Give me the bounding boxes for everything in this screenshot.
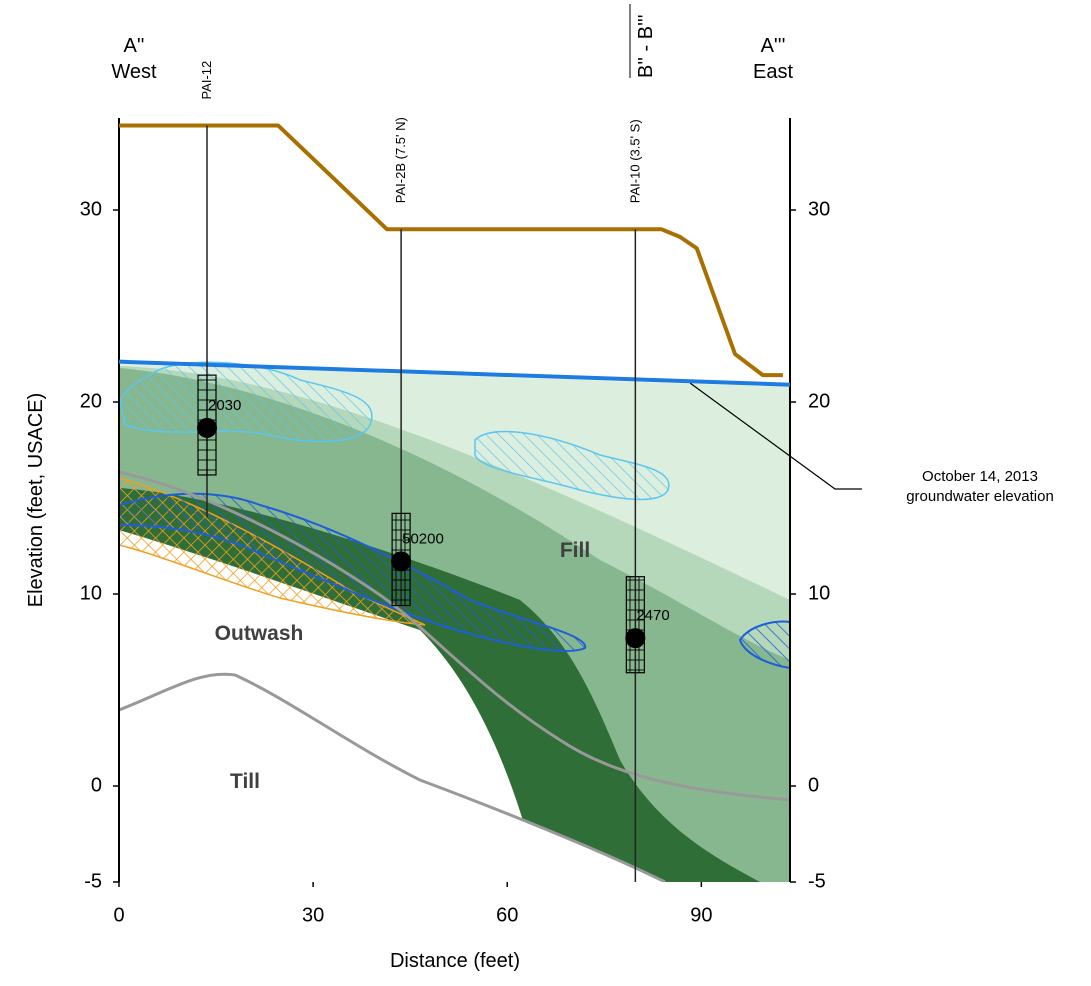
boring-label: PAI-10 (3.5' S)	[627, 119, 642, 203]
y-axis-title: Elevation (feet, USACE)	[25, 393, 47, 608]
y-tick-label: 20	[80, 390, 102, 412]
unit-label: Till	[230, 770, 260, 793]
west-letter: A''	[124, 35, 145, 57]
x-tick-label: 60	[496, 904, 518, 926]
sample-value: 2470	[636, 607, 669, 624]
groundwater-label: October 14, 2013	[922, 468, 1038, 485]
x-tick-label: 30	[302, 904, 324, 926]
y-tick-label-right: 20	[808, 390, 830, 412]
groundwater-label: groundwater elevation	[906, 488, 1054, 505]
boring-label: PAI-12	[199, 61, 214, 100]
east-letter: A'''	[761, 35, 786, 57]
sample-value: 50200	[402, 530, 444, 547]
sample-point	[197, 418, 217, 438]
east-label: East	[753, 61, 793, 83]
x-tick-label: 90	[690, 904, 712, 926]
y-tick-label-right: 10	[808, 582, 830, 604]
y-tick-label-right: -5	[808, 870, 826, 892]
ground-surface-line	[119, 126, 783, 376]
x-tick-label: 0	[113, 904, 124, 926]
y-tick-label: -5	[84, 870, 102, 892]
section-mark: B'' - B'''	[635, 14, 657, 78]
y-tick-label: 30	[80, 198, 102, 220]
unit-label: Fill	[560, 539, 590, 562]
y-tick-label: 0	[91, 774, 102, 796]
unit-label: Outwash	[215, 622, 304, 645]
y-tick-label: 10	[80, 582, 102, 604]
sample-point	[625, 628, 645, 648]
cross-section-chart: A'' West A''' East B'' - B''' Distance (…	[0, 0, 1091, 981]
y-tick-label-right: 30	[808, 198, 830, 220]
well-screen	[626, 577, 644, 673]
west-label: West	[111, 61, 157, 83]
sample-value: 2030	[208, 397, 241, 414]
boring-label: PAI-2B (7.5' N)	[393, 117, 408, 203]
x-axis-title: Distance (feet)	[390, 950, 520, 972]
y-tick-label-right: 0	[808, 774, 819, 796]
sample-point	[391, 551, 411, 571]
